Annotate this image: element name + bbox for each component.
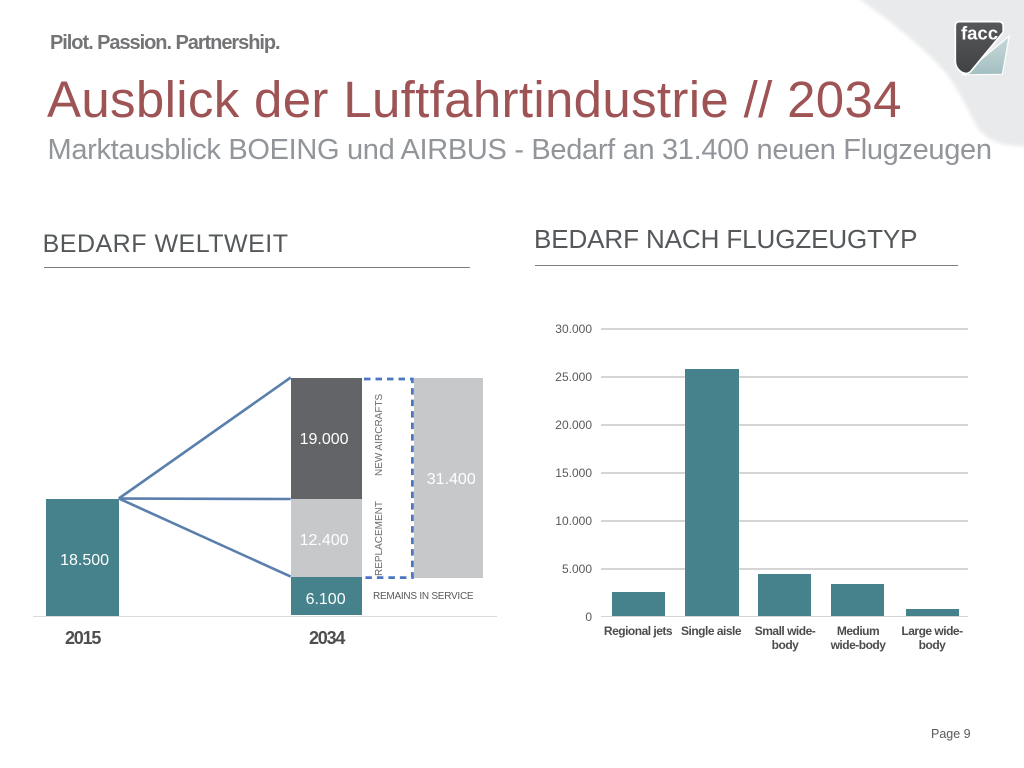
svg-text:facc: facc: [961, 23, 998, 44]
